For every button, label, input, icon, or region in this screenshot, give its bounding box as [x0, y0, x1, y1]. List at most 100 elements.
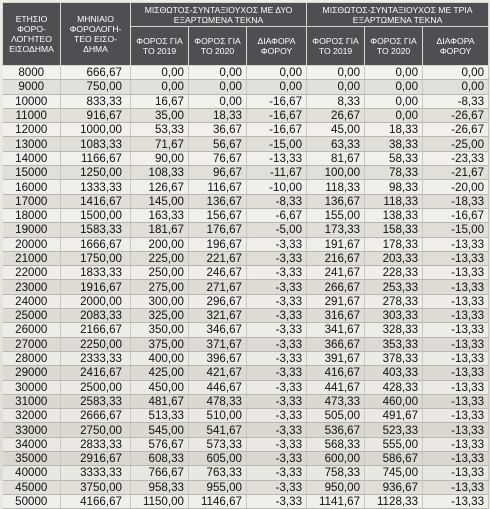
table-cell: 16000: [2, 179, 61, 195]
table-cell: 56,67: [188, 136, 247, 152]
table-cell: 1416,67: [60, 194, 131, 209]
table-cell: -13,33: [422, 408, 490, 424]
table-cell: 745,00: [364, 465, 424, 481]
table-cell: 396,67: [188, 351, 247, 367]
table-cell: -15,00: [422, 222, 490, 238]
table-cell: 346,67: [188, 322, 247, 338]
table-cell: -16,67: [422, 208, 490, 224]
table-cell: 608,33: [130, 451, 189, 467]
table-cell: 353,33: [364, 337, 424, 352]
table-cell: 176,67: [188, 222, 247, 238]
table-cell: -3,33: [246, 279, 308, 295]
table-cell: 26,67: [306, 108, 366, 124]
table-cell: 253,33: [364, 279, 424, 295]
table-cell: 71,67: [130, 136, 189, 152]
table-cell: 225,00: [130, 251, 189, 267]
table-cell: 766,67: [130, 465, 189, 481]
table-cell: 2333,33: [60, 351, 131, 367]
table-cell: 763,33: [188, 465, 247, 481]
table-cell: 2500,00: [60, 380, 131, 395]
table-cell: 191,67: [306, 237, 366, 252]
table-cell: -21,67: [422, 165, 490, 181]
header-annual-income: ΕΤΗΣΙΟ ΦΟΡΟ-ΛΟΓΗΤΕΟ ΕΙΣΟΔΗΜΑ: [2, 2, 61, 66]
table-cell: -13,33: [422, 351, 490, 367]
table-cell: -23,33: [422, 151, 490, 167]
table-cell: -6,67: [246, 208, 308, 224]
table-cell: 1083,33: [60, 136, 131, 152]
table-cell: 118,33: [306, 179, 366, 195]
table-cell: 481,67: [130, 394, 189, 410]
table-cell: 403,33: [364, 365, 424, 381]
table-cell: 303,33: [364, 308, 424, 324]
table-cell: 296,67: [188, 294, 247, 310]
table-cell: 833,33: [60, 94, 131, 109]
table-cell: 473,33: [306, 394, 366, 410]
table-cell: 22000: [2, 265, 61, 281]
table-cell: -13,33: [422, 322, 490, 338]
table-cell: 246,67: [188, 265, 247, 281]
table-cell: 196,67: [188, 237, 247, 252]
table-cell: -13,33: [422, 465, 490, 481]
table-cell: 266,67: [306, 279, 366, 295]
table-cell: -15,00: [246, 136, 308, 152]
table-cell: 221,67: [188, 251, 247, 267]
table-cell: -16,67: [246, 94, 308, 109]
table-cell: 341,67: [306, 322, 366, 338]
table-cell: 178,33: [364, 237, 424, 252]
table-cell: -8,33: [422, 94, 490, 109]
table-cell: 0,00: [364, 79, 424, 95]
table-cell: 8,33: [306, 94, 366, 109]
table-row: 34000 2833,33 576,67 573,33 -3,33 568,33 555,0…: [2, 437, 490, 453]
table-row: 25000 2083,33 325,00 321,67 -3,33 316,67 303,3…: [2, 308, 490, 324]
table-cell: -3,33: [246, 251, 308, 267]
table-cell: -26,67: [422, 108, 490, 124]
header-tax-2020-three: ΦΟΡΟΣ ΓΙΑ ΤΟ 2020: [364, 26, 424, 66]
header-tax-2020: ΦΟΡΟΣ ΓΙΑ ΤΟ 2020: [188, 26, 247, 66]
table-row: 24000 2000,00 300,00 296,67 -3,33 291,67 278,3…: [2, 294, 490, 310]
table-cell: 12000: [2, 122, 61, 138]
table-cell: 2916,67: [60, 451, 131, 467]
table-cell: 536,67: [306, 422, 366, 438]
table-cell: 29000: [2, 365, 61, 381]
table-cell: 1128,33: [364, 494, 424, 509]
table-cell: 1150,00: [130, 494, 189, 509]
header-tax-2019: ΦΟΡΟΣ ΓΙΑ ΤΟ 2019: [130, 26, 189, 66]
table-row: 15000 1250,00 108,33 96,67 -11,67 100,00 78,33…: [2, 165, 490, 181]
table-cell: 4166,67: [60, 494, 131, 509]
table-cell: 50000: [2, 494, 61, 509]
table-cell: 425,00: [130, 365, 189, 381]
table-cell: -18,33: [422, 194, 490, 209]
table-cell: -13,33: [422, 308, 490, 324]
table-cell: -13,33: [422, 337, 490, 352]
table-cell: 31000: [2, 394, 61, 410]
table-cell: 0,00: [306, 79, 366, 95]
table-cell: 58,33: [364, 151, 424, 167]
header-tax-2019-three: ΦΟΡΟΣ ΓΙΑ ΤΟ 2019: [306, 26, 366, 66]
table-row: 29000 2416,67 425,00 421,67 -3,33 416,67 403,3…: [2, 365, 490, 381]
table-cell: 0,00: [188, 65, 247, 81]
table-cell: 250,00: [130, 265, 189, 281]
table-cell: 1141,67: [306, 494, 366, 509]
table-cell: 1000,00: [60, 122, 131, 138]
table-cell: -3,33: [246, 380, 308, 395]
table-row: 30000 2500,00 450,00 446,67 -3,33 441,67 428,3…: [2, 380, 490, 395]
table-cell: 1500,00: [60, 208, 131, 224]
table-cell: -16,67: [246, 108, 308, 124]
table-cell: 18,33: [188, 108, 247, 124]
table-cell: 325,00: [130, 308, 189, 324]
table-cell: 278,33: [364, 294, 424, 310]
table-cell: 136,67: [188, 194, 247, 209]
table-cell: -10,00: [246, 179, 308, 195]
table-row: 16000 1333,33 126,67 116,67 -10,00 118,33 98,3…: [2, 179, 490, 195]
table-cell: 200,00: [130, 237, 189, 252]
table-cell: 118,33: [364, 194, 424, 209]
table-cell: 35,00: [130, 108, 189, 124]
table-cell: 758,33: [306, 465, 366, 481]
table-cell: -3,33: [246, 394, 308, 410]
table-cell: 2000,00: [60, 294, 131, 310]
table-row: 20000 1666,67 200,00 196,67 -3,33 191,67 178,3…: [2, 237, 490, 252]
table-cell: 600,00: [306, 451, 366, 467]
table-cell: 8000: [2, 65, 61, 81]
table-cell: 76,67: [188, 151, 247, 167]
table-cell: 1333,33: [60, 179, 131, 195]
